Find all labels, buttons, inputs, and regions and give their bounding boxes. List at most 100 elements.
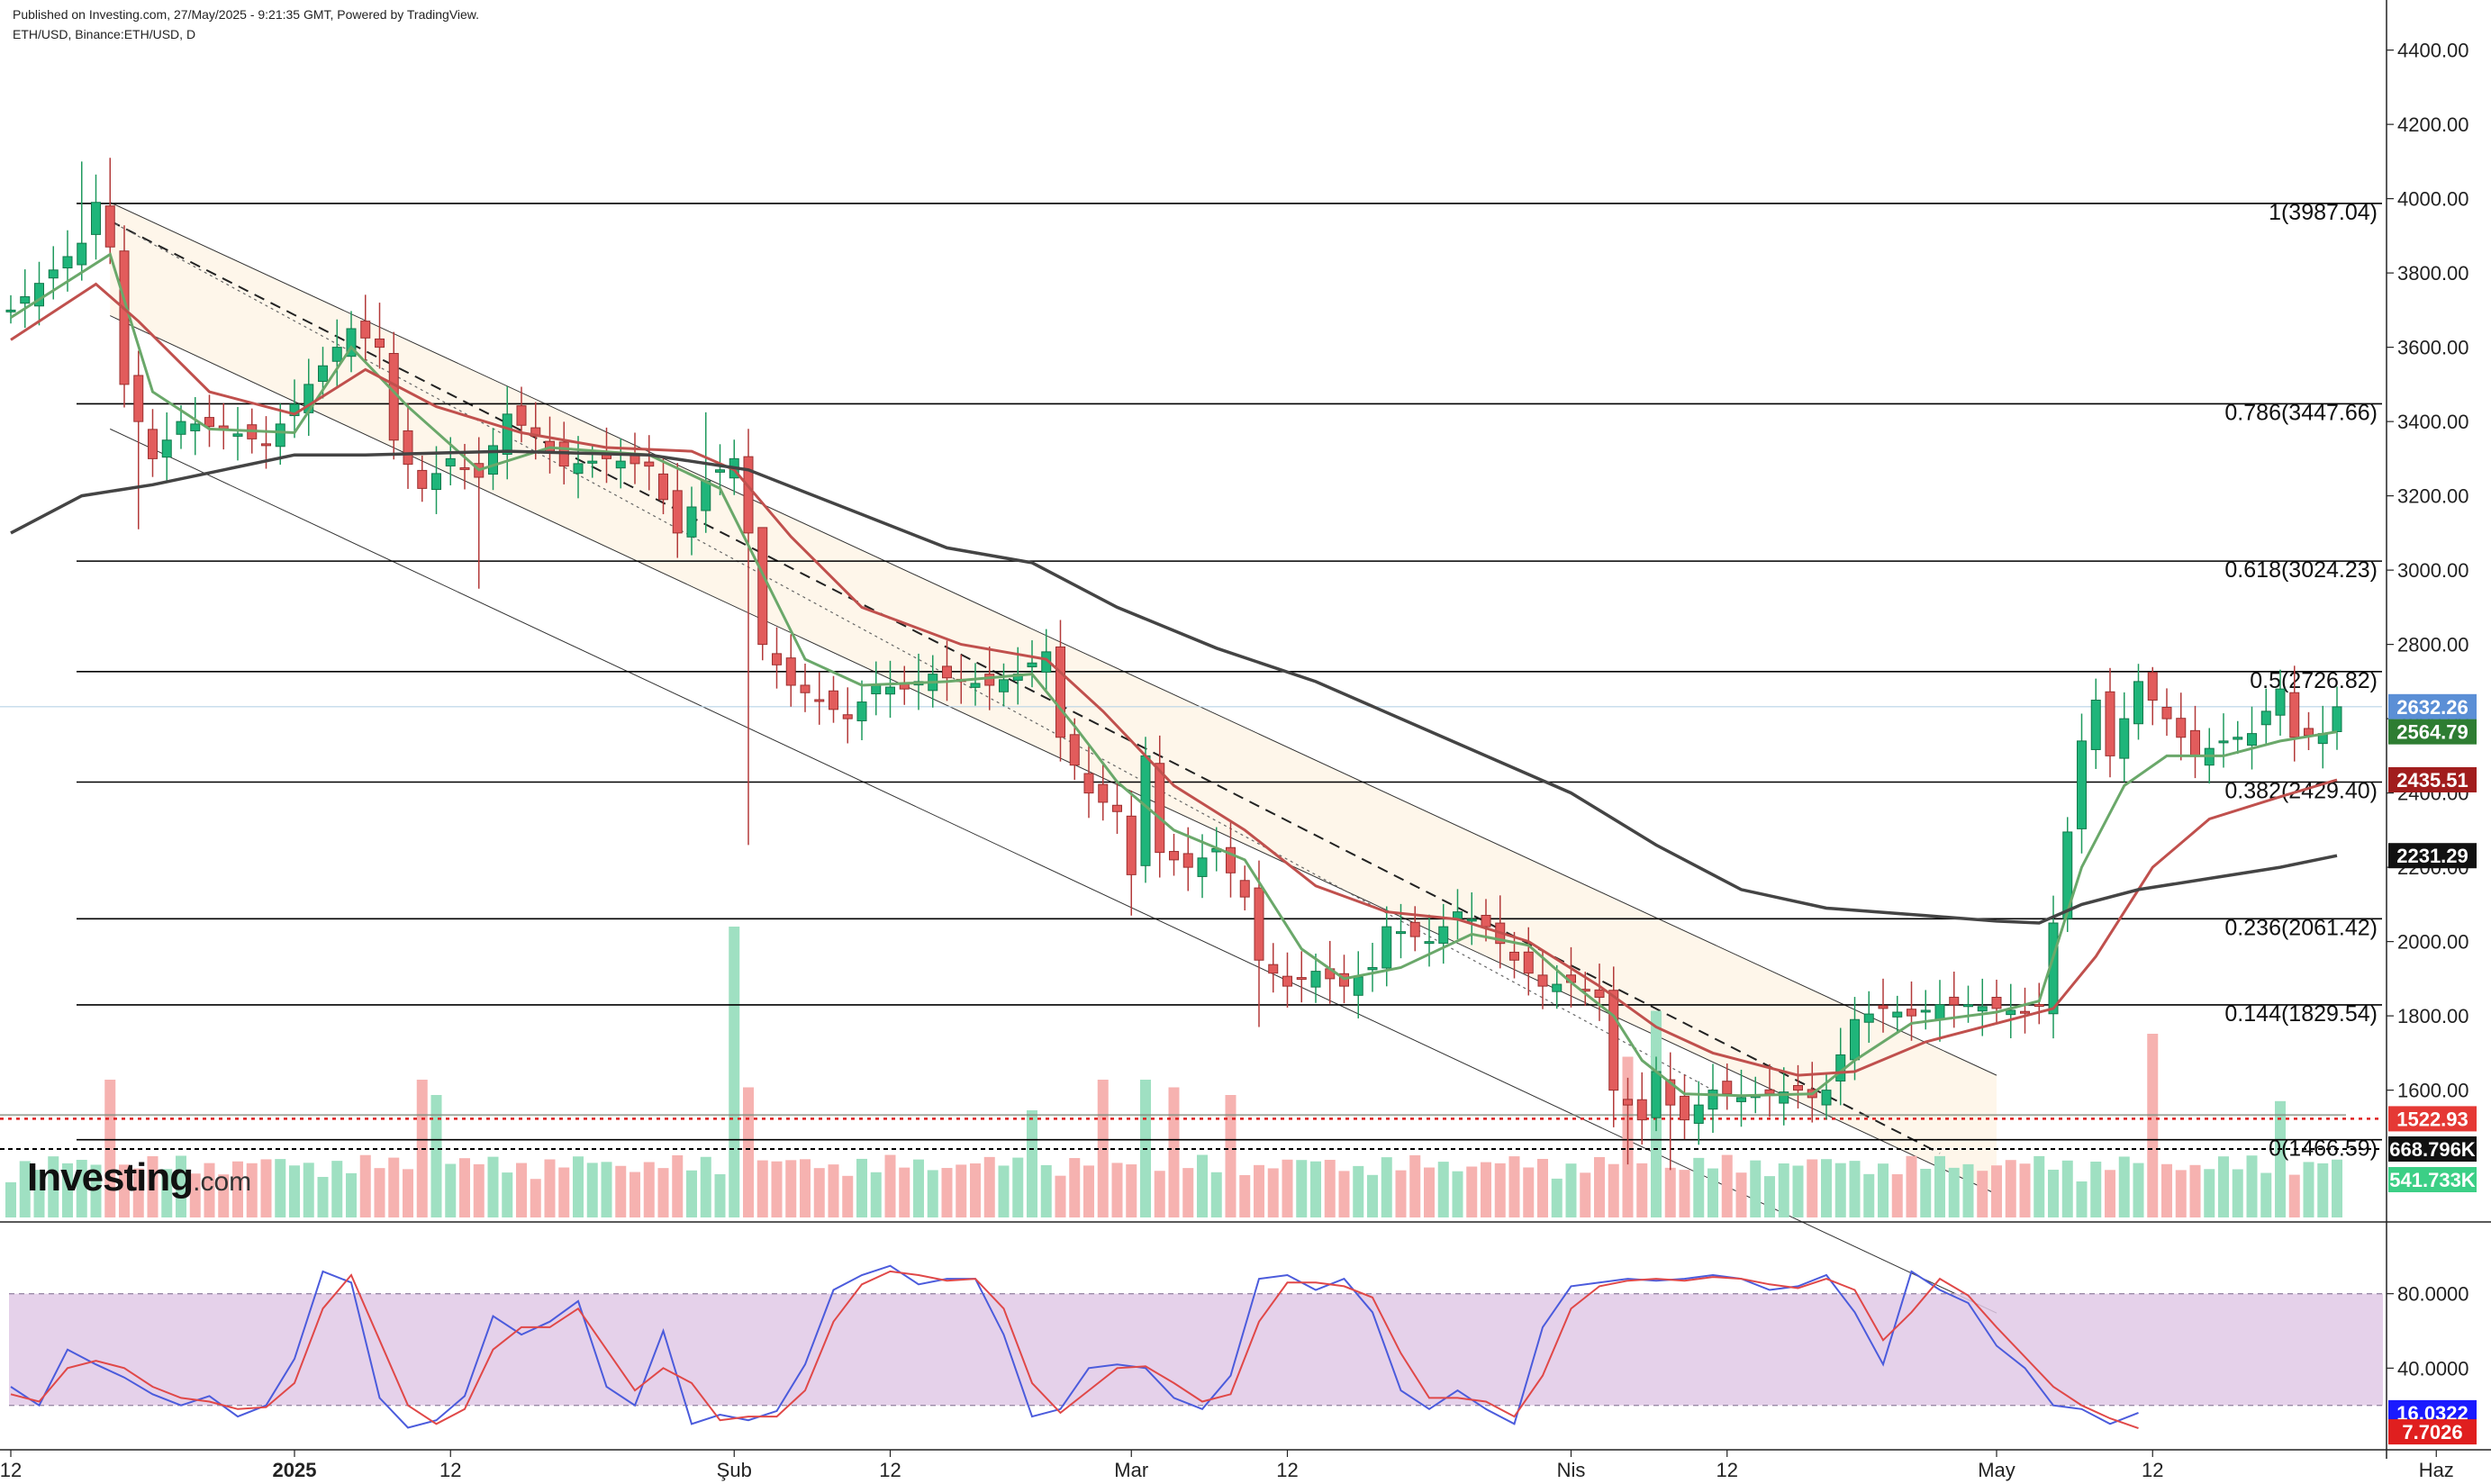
candle bbox=[91, 174, 101, 260]
stoch-d-tag: 7.7026 bbox=[2402, 1421, 2462, 1443]
investing-logo: Investing.com bbox=[27, 1155, 251, 1200]
candle bbox=[1736, 1069, 1746, 1127]
volume-bar bbox=[1494, 1163, 1506, 1217]
candle-body bbox=[1920, 1009, 1931, 1013]
volume-bar bbox=[388, 1157, 400, 1217]
candle-body bbox=[842, 714, 853, 719]
volume-bar bbox=[2260, 1172, 2272, 1217]
volume-bar bbox=[558, 1167, 570, 1217]
candle bbox=[842, 687, 853, 744]
candle bbox=[1239, 865, 1250, 911]
candle-body bbox=[1296, 977, 1307, 981]
candle-body bbox=[1381, 926, 1392, 969]
candle-body bbox=[2034, 1004, 2044, 1008]
volume-bar bbox=[2161, 1163, 2172, 1217]
volume-bar bbox=[1409, 1154, 1421, 1217]
candle-body bbox=[360, 321, 371, 339]
candle-body bbox=[1396, 931, 1406, 935]
candle bbox=[1779, 1067, 1789, 1126]
time-axis-label: May bbox=[1978, 1459, 2015, 1481]
candle-body bbox=[2020, 1010, 2030, 1014]
trend-channel-upper bbox=[110, 202, 1997, 1076]
candle-body bbox=[743, 456, 754, 534]
volume-bar bbox=[1367, 1174, 1378, 1217]
candle bbox=[1636, 1072, 1647, 1145]
volume-bar bbox=[2189, 1164, 2201, 1217]
candle-body bbox=[1424, 941, 1435, 945]
volume-bar bbox=[275, 1159, 286, 1217]
candle bbox=[772, 627, 782, 689]
volume-avg-tag-bg bbox=[2388, 1136, 2477, 1162]
candle bbox=[1268, 943, 1279, 993]
volume-bar bbox=[800, 1159, 811, 1217]
candle bbox=[1155, 735, 1165, 878]
candle-body bbox=[871, 684, 882, 695]
candle-body bbox=[1112, 804, 1122, 812]
candle bbox=[2260, 688, 2271, 746]
candle-body bbox=[119, 250, 130, 385]
volume-bar bbox=[743, 1087, 754, 1217]
volume-bar bbox=[630, 1172, 640, 1217]
volume-bar bbox=[1040, 1164, 1052, 1217]
candle bbox=[1438, 903, 1449, 964]
candle-body bbox=[1722, 1081, 1733, 1095]
candle bbox=[346, 311, 357, 373]
volume-bar bbox=[1254, 1164, 1264, 1217]
volume-bar bbox=[998, 1165, 1010, 1217]
candle-body bbox=[331, 347, 342, 362]
candle bbox=[331, 319, 342, 387]
candle-body bbox=[148, 429, 158, 459]
price-axis-label: 3400.00 bbox=[2397, 411, 2469, 433]
candle-body bbox=[403, 430, 413, 466]
volume-bar bbox=[785, 1160, 797, 1217]
candle bbox=[360, 294, 371, 362]
volume-bar bbox=[672, 1154, 684, 1217]
stochastic-band bbox=[9, 1293, 2383, 1406]
price-axis-label: 4200.00 bbox=[2397, 113, 2469, 136]
candle-body bbox=[1197, 857, 1208, 877]
candle bbox=[1296, 951, 1307, 1003]
candle-body bbox=[2006, 1009, 2016, 1016]
volume-bar bbox=[48, 1156, 59, 1217]
volume-bar bbox=[1664, 1167, 1676, 1217]
candle bbox=[856, 680, 867, 741]
volume-bar bbox=[445, 1163, 457, 1217]
candle bbox=[1197, 834, 1208, 899]
candle-body bbox=[1126, 815, 1137, 875]
volume-bar bbox=[487, 1156, 499, 1217]
candle-body bbox=[2062, 831, 2073, 919]
volume-bar bbox=[19, 1161, 31, 1217]
candle-body bbox=[573, 463, 584, 475]
price-axis-label: 3200.00 bbox=[2397, 485, 2469, 508]
time-axis-label: 12 bbox=[439, 1459, 461, 1481]
candle bbox=[885, 660, 895, 719]
volume-bar bbox=[1395, 1170, 1407, 1217]
candle-body bbox=[431, 473, 441, 491]
volume-bar bbox=[289, 1165, 300, 1217]
candle bbox=[1169, 833, 1179, 876]
candle-body bbox=[261, 443, 271, 447]
candle bbox=[1991, 979, 2002, 1025]
moving-average-3 bbox=[10, 449, 2338, 925]
volume-bar bbox=[303, 1163, 314, 1217]
volume-bar bbox=[90, 1164, 102, 1217]
candle-body bbox=[1991, 997, 2002, 1009]
candle bbox=[1552, 964, 1563, 1009]
candle-body bbox=[1523, 951, 1534, 974]
volume-bar bbox=[1012, 1157, 1024, 1217]
candle-body bbox=[161, 439, 172, 458]
volume-bar bbox=[189, 1173, 201, 1217]
candle-body bbox=[1594, 989, 1605, 998]
candle-body bbox=[2105, 691, 2115, 756]
candle-body bbox=[2260, 710, 2271, 726]
volume-bar bbox=[1594, 1156, 1605, 1217]
candle bbox=[1282, 952, 1292, 1008]
candle bbox=[218, 403, 229, 450]
volume-bar bbox=[1154, 1171, 1165, 1217]
candle bbox=[1509, 931, 1519, 979]
volume-bar bbox=[1225, 1095, 1236, 1217]
volume-bar bbox=[615, 1165, 627, 1217]
volume-bar bbox=[856, 1158, 867, 1217]
volume-bar bbox=[403, 1169, 413, 1217]
